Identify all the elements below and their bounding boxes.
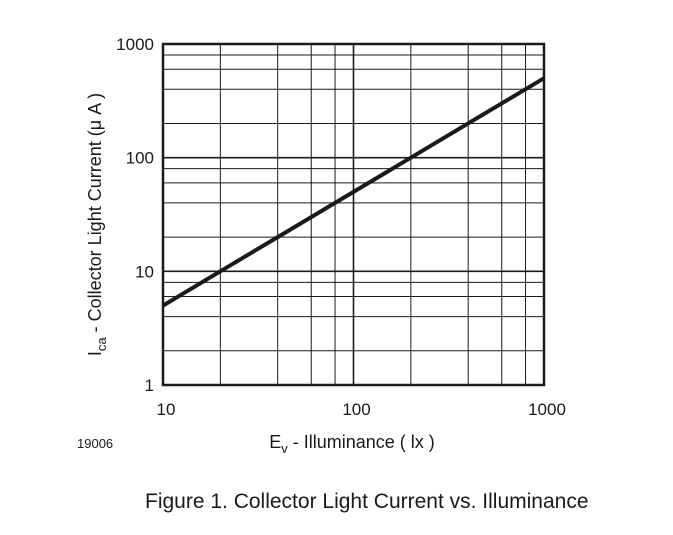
x-tick-label: 1000 <box>528 400 566 419</box>
x-axis-label-text: - Illuminance ( lx ) <box>288 432 435 452</box>
y-axis-title: Ica - Collector Light Current (μ A ) <box>85 93 109 356</box>
y-tick-label: 10 <box>135 262 154 281</box>
y-axis-label-text: - Collector Light Current (μ A ) <box>85 93 105 337</box>
y-tick-label: 1000 <box>116 35 154 54</box>
y-axis-subscript: ca <box>94 337 109 352</box>
x-tick-label: 100 <box>342 400 370 419</box>
y-tick-label: 100 <box>126 149 154 168</box>
x-axis-subscript: v <box>281 441 288 456</box>
series-layer <box>161 76 546 308</box>
plot-frame <box>161 42 546 387</box>
figure-caption: Figure 1. Collector Light Current vs. Il… <box>145 490 589 513</box>
y-axis-symbol: I <box>85 351 105 356</box>
x-tick-label: 10 <box>157 400 176 419</box>
y-tick-label: 1 <box>145 376 154 395</box>
series-line <box>161 76 546 308</box>
grid-lines <box>163 44 544 385</box>
figure-code: 19006 <box>77 436 113 451</box>
x-axis-symbol: E <box>269 432 281 452</box>
x-axis-title: Ev - Illuminance ( lx ) <box>269 432 435 456</box>
